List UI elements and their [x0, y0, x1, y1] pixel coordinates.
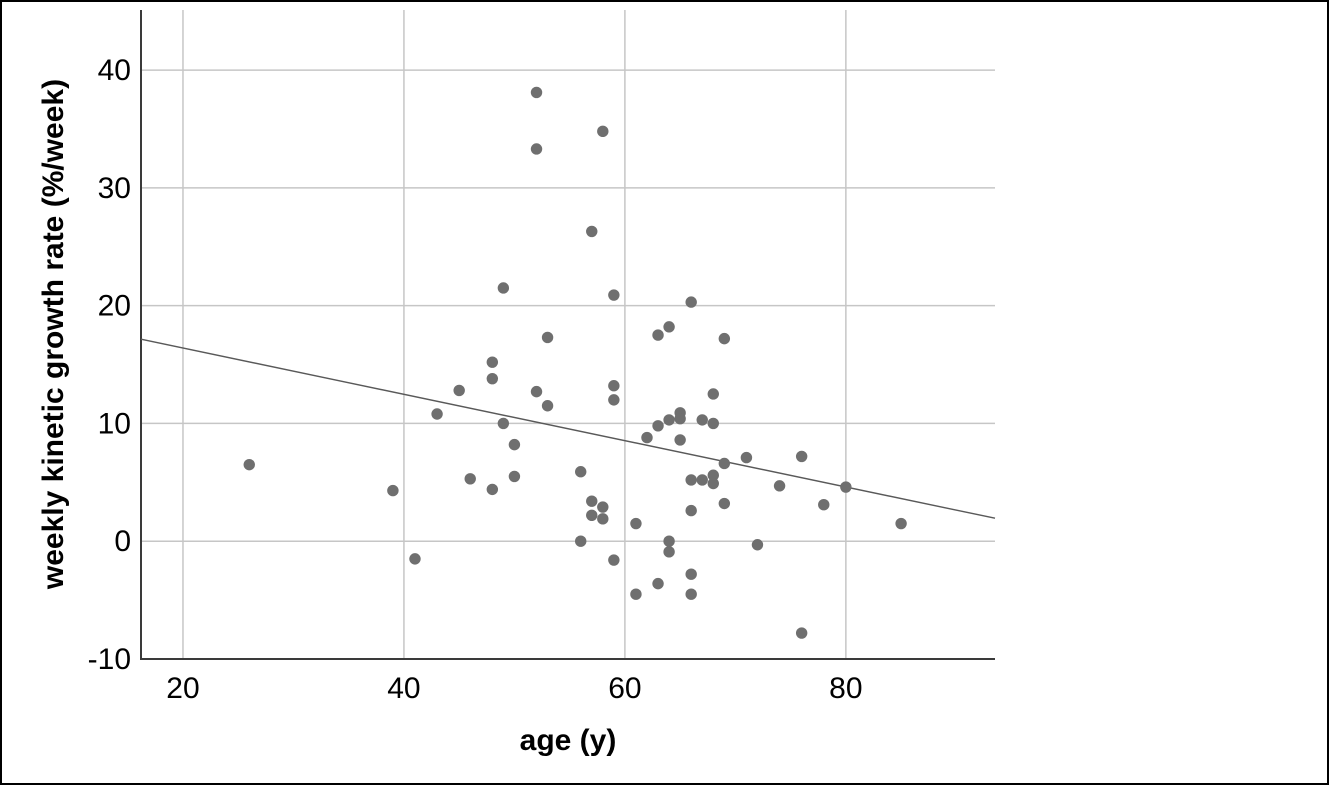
data-point [575, 466, 587, 478]
y-tick-label: -10 [88, 643, 131, 676]
data-point [409, 553, 421, 565]
data-point [818, 499, 830, 511]
data-point [652, 329, 664, 341]
data-point [685, 474, 697, 486]
data-point [586, 225, 598, 238]
data-point [630, 517, 642, 530]
data-point [685, 568, 697, 580]
data-point [508, 438, 521, 451]
data-point [652, 420, 664, 432]
data-point [508, 470, 521, 483]
data-point [575, 535, 587, 547]
data-point [674, 434, 686, 446]
data-point [497, 282, 510, 294]
data-point [773, 480, 786, 492]
data-point [718, 497, 731, 510]
data-point [751, 539, 764, 551]
data-point [608, 380, 620, 392]
data-point [243, 458, 255, 471]
data-point [630, 588, 642, 600]
data-point [586, 495, 598, 507]
data-point [674, 413, 686, 425]
y-tick-label: 0 [114, 525, 131, 558]
y-tick-label: 40 [98, 54, 131, 87]
data-point [608, 289, 620, 301]
data-point [541, 331, 554, 344]
data-point [663, 546, 675, 558]
data-point [541, 400, 554, 412]
data-point [608, 554, 620, 566]
data-point [530, 86, 543, 99]
data-point [663, 321, 675, 333]
data-point [707, 417, 719, 430]
x-axis-title: age (y) [519, 724, 617, 757]
data-point [453, 384, 465, 397]
data-point [586, 509, 598, 522]
data-point [696, 474, 708, 486]
data-point [608, 394, 620, 406]
data-point [795, 627, 808, 639]
data-point [486, 356, 499, 368]
data-point [707, 477, 719, 490]
data-point [387, 484, 399, 497]
y-axis-title: weekly kinetic growth rate (%/week) [37, 78, 70, 590]
data-point [718, 332, 731, 345]
y-tick-label: 20 [98, 290, 131, 323]
data-point [486, 483, 499, 496]
data-point [530, 385, 543, 398]
x-tick-label: 80 [829, 672, 862, 705]
data-point [696, 414, 708, 426]
x-tick-label: 20 [166, 672, 199, 705]
data-point [707, 388, 719, 400]
data-point [486, 372, 499, 385]
regression-line [140, 338, 996, 519]
y-tick-label: 30 [98, 172, 131, 205]
x-tick-label: 40 [387, 672, 420, 705]
data-point [597, 501, 609, 513]
data-point [685, 504, 697, 517]
data-point [530, 143, 543, 155]
x-tick-label: 60 [608, 672, 641, 705]
data-point [685, 296, 697, 308]
data-point [663, 535, 675, 547]
data-point [685, 588, 697, 600]
data-point [641, 431, 653, 444]
data-point [707, 469, 719, 481]
data-point [431, 408, 443, 420]
data-point [464, 473, 476, 485]
data-point [718, 457, 731, 470]
y-tick-label: 10 [98, 407, 131, 440]
data-point [663, 414, 675, 426]
data-point [597, 513, 609, 525]
data-point [740, 451, 753, 464]
data-point [795, 450, 808, 463]
data-point [840, 481, 852, 493]
data-point [652, 577, 664, 590]
data-point [497, 417, 510, 430]
data-point [597, 125, 609, 138]
data-point [895, 517, 907, 530]
